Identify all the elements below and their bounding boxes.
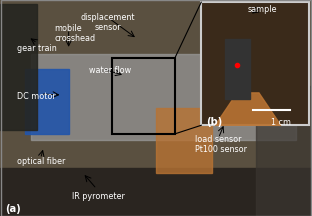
- Text: sample: sample: [247, 5, 277, 14]
- Polygon shape: [225, 39, 250, 99]
- Text: (b): (b): [206, 117, 222, 127]
- Text: optical fiber: optical fiber: [17, 157, 66, 166]
- Text: displacement
sensor: displacement sensor: [80, 13, 135, 32]
- Polygon shape: [0, 168, 312, 216]
- Polygon shape: [25, 69, 69, 134]
- Bar: [112, 58, 175, 134]
- Text: DC motor: DC motor: [17, 92, 56, 101]
- Text: (a): (a): [6, 204, 21, 214]
- Text: load sensor
Pt100 sensor: load sensor Pt100 sensor: [195, 135, 247, 154]
- Text: 1 cm: 1 cm: [271, 118, 291, 127]
- Bar: [201, 2, 309, 125]
- Polygon shape: [31, 54, 296, 140]
- Polygon shape: [156, 108, 212, 173]
- Text: IR pyrometer: IR pyrometer: [72, 192, 125, 201]
- Polygon shape: [256, 86, 312, 216]
- Text: mobile
crosshead: mobile crosshead: [55, 24, 96, 43]
- Polygon shape: [215, 93, 281, 125]
- Polygon shape: [0, 4, 37, 130]
- Text: gear train: gear train: [17, 44, 57, 53]
- Text: water flow: water flow: [89, 66, 131, 75]
